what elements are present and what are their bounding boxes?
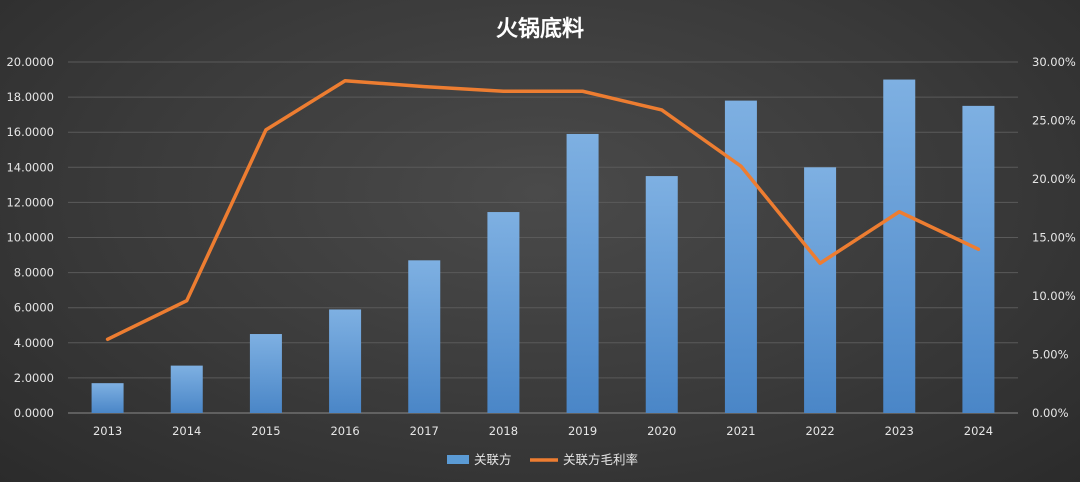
line-point — [818, 261, 822, 265]
left-tick-label: 10.0000 — [6, 231, 54, 245]
line-point — [581, 89, 585, 93]
left-tick-label: 2.0000 — [14, 371, 54, 385]
left-tick-label: 18.0000 — [6, 90, 54, 104]
line-point — [739, 164, 743, 168]
line-point — [185, 299, 189, 303]
x-tick-label: 2020 — [647, 424, 676, 438]
left-tick-label: 6.0000 — [14, 301, 54, 315]
bar-series — [91, 79, 995, 414]
x-tick-label: 2021 — [726, 424, 755, 438]
x-tick-label: 2023 — [885, 424, 914, 438]
left-tick-label: 20.0000 — [6, 55, 54, 69]
bar — [804, 167, 837, 413]
right-tick-label: 5.00% — [1032, 348, 1069, 362]
bar — [645, 176, 678, 413]
line-point — [660, 108, 664, 112]
left-axis: 0.0000 2.0000 4.0000 6.0000 8.0000 10.0000 12.… — [6, 55, 54, 420]
line-path — [105, 78, 981, 342]
bar — [962, 105, 995, 413]
x-axis: 2013 2014 2015 2016 2017 2018 2019 2020 2021 2022… — [93, 424, 993, 438]
x-tick-label: 2015 — [251, 424, 280, 438]
right-tick-label: 25.00% — [1032, 114, 1076, 128]
x-tick-label: 2017 — [410, 424, 439, 438]
bar — [724, 100, 757, 414]
bar — [170, 365, 203, 413]
line-point — [106, 337, 110, 341]
left-tick-label: 16.0000 — [6, 125, 54, 139]
line-point — [897, 210, 901, 214]
bar — [249, 334, 282, 413]
x-tick-label: 2019 — [568, 424, 597, 438]
right-axis: 0.00% 5.00% 10.00% 15.00% 20.00% 25.00% 30.00% — [1032, 55, 1076, 420]
legend-label-line: 关联方毛利率 — [563, 452, 638, 467]
x-tick-label: 2014 — [172, 424, 201, 438]
x-tick-label: 2024 — [964, 424, 993, 438]
left-tick-label: 4.0000 — [14, 336, 54, 350]
legend-label-bar: 关联方 — [474, 452, 512, 467]
bar — [487, 212, 520, 413]
line-point — [422, 85, 426, 89]
line-series — [105, 78, 981, 342]
legend: 关联方 关联方毛利率 — [447, 452, 638, 467]
right-tick-label: 30.00% — [1032, 55, 1076, 69]
bar — [566, 133, 599, 413]
line-point — [501, 89, 505, 93]
x-tick-label: 2018 — [489, 424, 518, 438]
legend-swatch-bar — [447, 455, 469, 464]
left-tick-label: 0.0000 — [14, 406, 54, 420]
left-tick-label: 14.0000 — [6, 160, 54, 174]
x-tick-label: 2022 — [805, 424, 834, 438]
right-tick-label: 20.00% — [1032, 172, 1076, 186]
bar — [408, 260, 441, 413]
bar — [91, 383, 124, 413]
right-tick-label: 0.00% — [1032, 406, 1069, 420]
left-tick-label: 12.0000 — [6, 195, 54, 209]
bar — [883, 79, 916, 414]
gridlines — [68, 61, 1018, 414]
line-point — [264, 128, 268, 132]
line-point — [976, 247, 980, 251]
right-tick-label: 10.00% — [1032, 289, 1076, 303]
left-tick-label: 8.0000 — [14, 266, 54, 280]
chart-title: 火锅底料 — [496, 16, 584, 42]
right-tick-label: 15.00% — [1032, 231, 1076, 245]
line-point — [343, 79, 347, 83]
bar — [329, 309, 362, 413]
x-tick-label: 2016 — [330, 424, 359, 438]
x-tick-label: 2013 — [93, 424, 122, 438]
